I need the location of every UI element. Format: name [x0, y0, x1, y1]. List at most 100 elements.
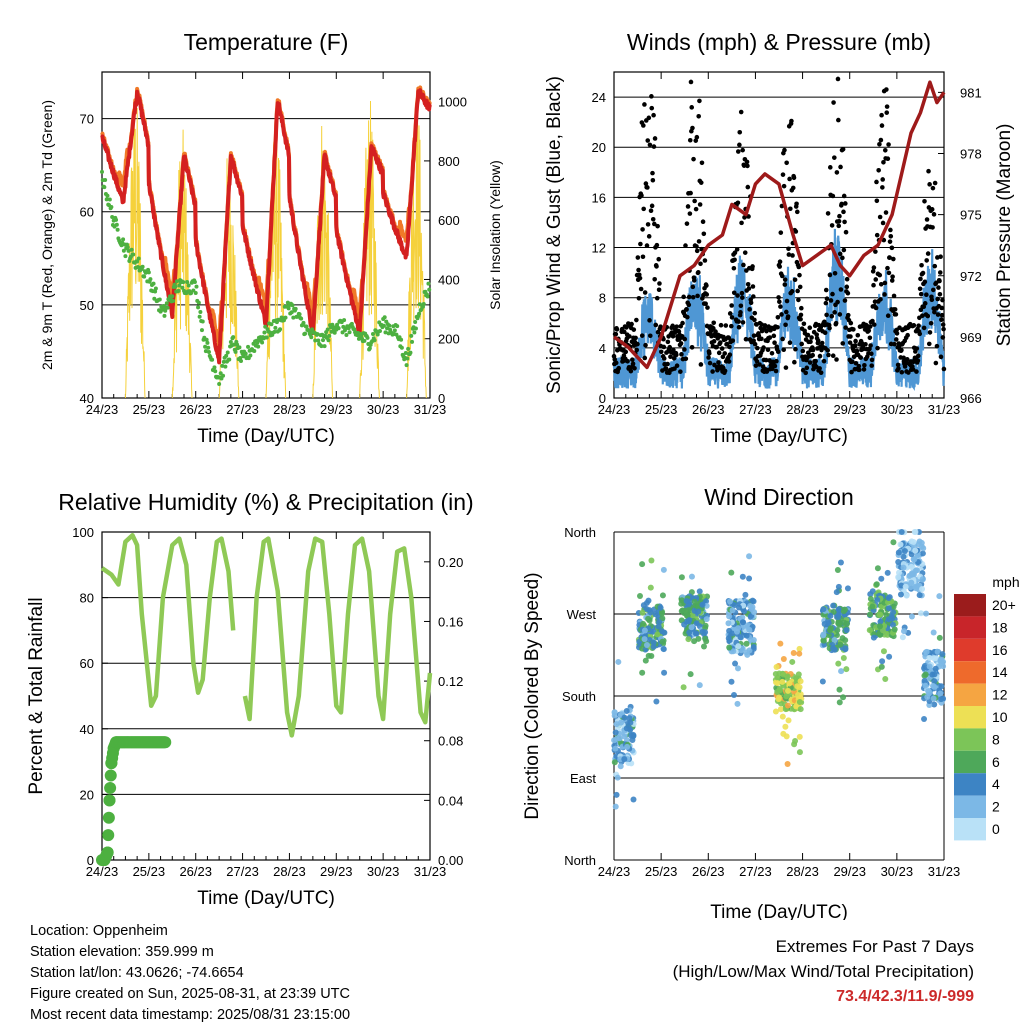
wind-direction-point — [796, 650, 803, 657]
gust-point — [740, 147, 745, 153]
gust-point — [756, 333, 762, 338]
gust-point — [651, 144, 657, 149]
gust-point — [885, 156, 891, 162]
gust-point — [656, 256, 662, 262]
colorbar-label: 8 — [992, 731, 1000, 747]
gust-point — [824, 312, 829, 318]
td2m-point — [252, 349, 257, 354]
gust-point — [874, 179, 879, 185]
gust-point — [658, 349, 664, 355]
wind-direction-point — [686, 617, 693, 624]
gust-point — [872, 299, 878, 305]
td2m-point — [330, 322, 335, 327]
gust-point — [824, 296, 830, 301]
gust-point — [841, 209, 846, 215]
humidity-xtick-label: 30/23 — [367, 864, 400, 879]
wind-direction-point — [930, 695, 937, 702]
gust-point — [697, 202, 703, 207]
gust-point — [848, 334, 853, 339]
gust-point — [772, 363, 778, 369]
td2m-point — [239, 359, 244, 364]
gust-point — [674, 363, 680, 369]
td2m-point — [352, 327, 357, 332]
gust-point — [830, 291, 835, 297]
wind-direction-point — [795, 671, 802, 678]
gust-point — [683, 243, 688, 248]
wind-direction-point — [639, 561, 646, 568]
td2m-point — [136, 256, 141, 261]
td2m-point — [293, 306, 298, 311]
gust-point — [827, 165, 833, 170]
gust-point — [918, 276, 923, 282]
wind-direction-point — [925, 688, 932, 695]
gust-point — [642, 290, 648, 295]
gust-point — [654, 264, 659, 269]
gust-point — [784, 160, 789, 166]
gust-point — [930, 287, 936, 293]
gust-point — [940, 322, 946, 327]
wind-direction-point — [913, 585, 920, 592]
gust-point — [693, 206, 699, 212]
td2m-point — [212, 365, 217, 370]
gust-point — [694, 248, 700, 254]
gust-point — [630, 357, 635, 362]
gust-point — [658, 324, 663, 329]
wind-direction-point — [615, 658, 622, 665]
gust-point — [707, 351, 712, 356]
wind-direction-point — [834, 627, 841, 634]
gust-point — [924, 292, 929, 297]
gust-point — [769, 350, 775, 356]
humidity-xtick-label: 29/23 — [320, 864, 353, 879]
winds-xtick-label: 27/23 — [739, 402, 772, 417]
td2m-point — [231, 342, 236, 347]
wind-direction-point — [793, 703, 800, 710]
gust-point — [819, 340, 825, 346]
td2m-point — [205, 340, 210, 345]
humidity-xtick-label: 25/23 — [133, 864, 166, 879]
winds-y2tick-label: 975 — [960, 208, 982, 223]
gust-point — [892, 307, 898, 312]
gust-point — [873, 305, 879, 311]
wind-direction-point — [623, 707, 630, 714]
wind-direction-point — [642, 657, 649, 664]
gust-point — [738, 310, 743, 315]
colorbar-label: 16 — [992, 642, 1008, 658]
td2m-point — [110, 214, 115, 219]
wind-direction-point — [743, 640, 750, 647]
wind-direction-point — [729, 607, 736, 614]
gust-point — [774, 358, 779, 364]
wind-direction-point — [843, 620, 850, 627]
gust-point — [914, 346, 920, 351]
gust-point — [810, 347, 816, 353]
gust-point — [643, 181, 649, 186]
wind-direction-point — [785, 717, 792, 724]
gust-point — [781, 183, 787, 189]
gust-point — [841, 193, 847, 199]
wind-direction-point — [836, 699, 843, 706]
wind-direction-point — [940, 658, 947, 665]
wind-direction-point — [784, 761, 791, 768]
gust-point — [718, 322, 724, 328]
gust-point — [848, 320, 854, 326]
gust-point — [777, 259, 783, 265]
wind-direction-point — [918, 543, 925, 550]
winds-panel: Winds (mph) & Pressure (mb) 24/23 25/23 26/… — [544, 29, 1015, 447]
wind-direction-point — [921, 715, 928, 722]
gust-point — [631, 327, 637, 332]
wind-direction-point — [931, 678, 938, 685]
gust-point — [779, 312, 784, 317]
colorbar-swatch — [954, 750, 986, 774]
gust-point — [804, 365, 810, 371]
gust-point — [915, 353, 921, 359]
gust-point — [731, 265, 737, 271]
colorbar-label: 2 — [992, 799, 1000, 815]
gust-point — [641, 206, 646, 212]
gust-point — [632, 366, 637, 371]
gust-point — [891, 293, 897, 299]
wind-direction-point — [837, 641, 844, 648]
temperature-ytick-label: 50 — [80, 298, 94, 313]
gust-point — [799, 341, 804, 347]
td2m-point — [217, 381, 222, 386]
gust-point — [803, 370, 809, 376]
gust-point — [861, 367, 867, 372]
